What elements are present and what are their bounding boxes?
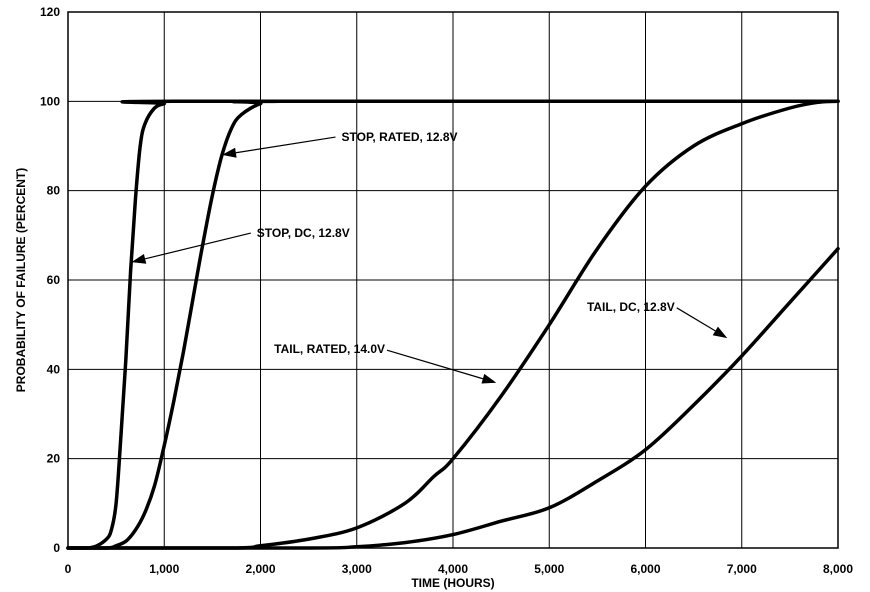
annotation-label-stop-rated-12-8v: STOP, RATED, 12.8V — [342, 130, 458, 144]
x-tick-label: 7,000 — [727, 562, 757, 576]
y-tick-label: 120 — [40, 5, 60, 19]
annotation-arrow-stop-rated-12-8v — [235, 136, 336, 154]
x-tick-label: 2,000 — [245, 562, 275, 576]
x-tick-label: 0 — [65, 562, 72, 576]
annotation-label-tail-rated-14-0v: TAIL, RATED, 14.0V — [274, 342, 385, 356]
annotations: STOP, RATED, 12.8V STOP, DC, 12.8V TAIL, R… — [131, 130, 728, 384]
annotation-label-stop-dc-12-8v: STOP, DC, 12.8V — [257, 226, 350, 240]
annotation-arrow-stop-dc-12-8v — [144, 232, 251, 260]
annotation-arrow-tail-dc-12-8v — [676, 307, 716, 332]
y-axis-title: PROBABILITY OF FAILURE (PERCENT) — [14, 168, 28, 392]
tick-labels: 0 1,000 2,000 3,000 4,000 5,000 6,000 7,000 8,00… — [40, 5, 853, 576]
x-tick-label: 4,000 — [438, 562, 468, 576]
series-line-tail-rated-14-0v — [66, 99, 840, 550]
y-tick-label: 60 — [47, 273, 61, 287]
plot-frame — [67, 11, 839, 549]
annotation-arrowhead-stop-rated-12-8v — [222, 147, 237, 158]
x-tick-label: 1,000 — [149, 562, 179, 576]
series-line-stop-rated-12-8v — [66, 99, 840, 550]
annotation-label-tail-dc-12-8v: TAIL, DC, 12.8V — [587, 300, 675, 314]
y-tick-label: 40 — [47, 362, 61, 376]
x-tick-label: 3,000 — [342, 562, 372, 576]
y-tick-label: 0 — [53, 541, 60, 555]
annotation-arrowhead-stop-dc-12-8v — [131, 254, 147, 264]
x-tick-label: 5,000 — [534, 562, 564, 576]
y-tick-label: 20 — [47, 452, 61, 466]
series-line-stop-dc-12-8v — [66, 99, 840, 550]
annotation-arrowhead-tail-rated-14-0v — [481, 373, 497, 384]
curves — [66, 99, 840, 550]
y-tick-label: 100 — [40, 94, 60, 108]
x-axis-title: TIME (HOURS) — [411, 576, 494, 590]
x-tick-label: 8,000 — [823, 562, 853, 576]
annotation-arrowhead-tail-dc-12-8v — [712, 326, 728, 339]
grid — [67, 11, 839, 549]
x-tick-label: 6,000 — [630, 562, 660, 576]
annotation-arrow-tail-rated-14-0v — [386, 349, 484, 380]
y-tick-label: 80 — [47, 184, 61, 198]
